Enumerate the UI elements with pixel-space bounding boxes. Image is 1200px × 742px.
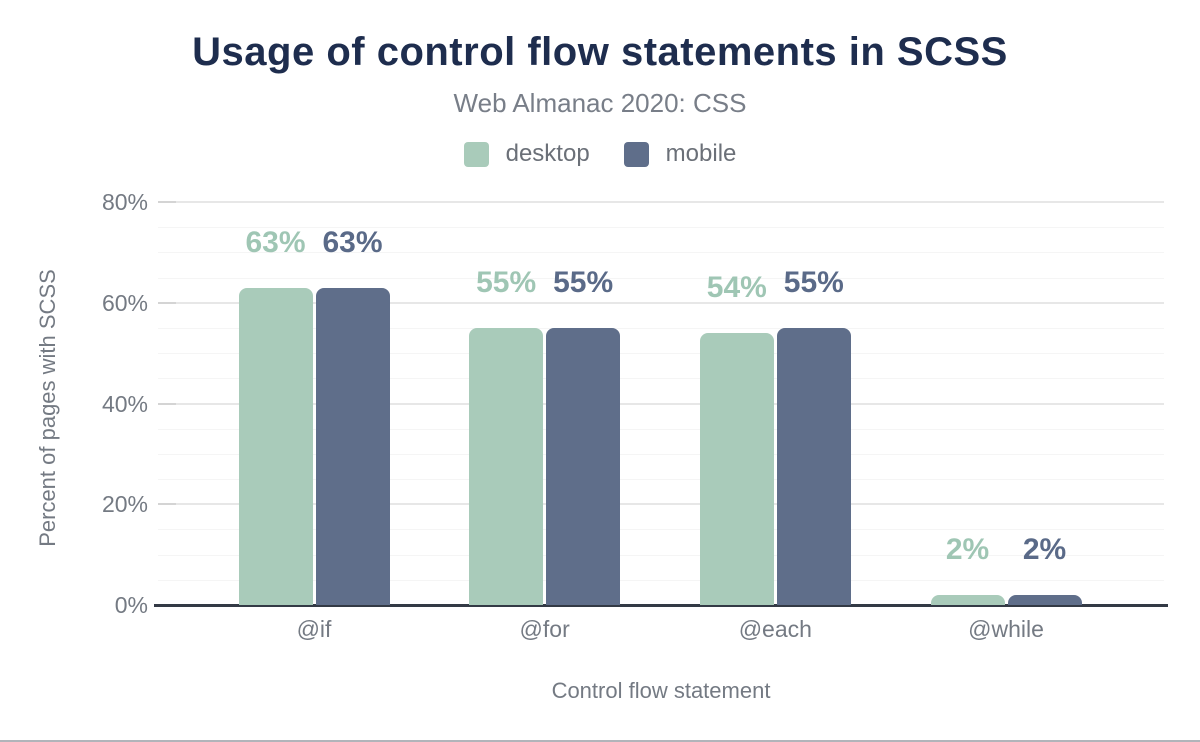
y-tick-mark	[158, 201, 176, 203]
chart-title: Usage of control flow statements in SCSS	[192, 30, 1008, 74]
legend-label: mobile	[665, 140, 737, 167]
x-axis-title: Control flow statement	[551, 678, 771, 703]
gridline-minor	[158, 453, 1164, 455]
bar-desktop-@if[interactable]	[238, 287, 313, 605]
gridline-major	[158, 301, 1164, 304]
gridline-major	[158, 201, 1164, 203]
gridline-minor	[158, 378, 1164, 380]
gridline-major	[158, 503, 1164, 506]
x-tick-label-@while: @while	[968, 616, 1044, 642]
x-tick-label-@if: @if	[296, 616, 332, 642]
gridline-minor	[158, 252, 1164, 254]
gridline-minor	[158, 428, 1164, 430]
gridline-minor	[158, 479, 1164, 481]
value-label-mobile-@while: 2%	[1022, 532, 1067, 566]
page-bottom-divider	[0, 740, 1200, 742]
value-label-desktop-@for: 55%	[476, 265, 537, 299]
y-tick-label: 0%	[114, 592, 148, 618]
bar-mobile-@each[interactable]	[776, 327, 851, 605]
gridline-major	[158, 402, 1164, 405]
chart-subtitle: Web Almanac 2020: CSS	[453, 88, 747, 118]
y-tick-label: 20%	[101, 491, 148, 518]
bar-mobile-@if[interactable]	[315, 287, 390, 605]
y-tick-mark	[158, 301, 176, 304]
gridline-minor	[158, 529, 1164, 531]
gridline-minor	[158, 227, 1164, 229]
gridline-minor	[158, 579, 1164, 581]
legend: desktop mobile	[0, 140, 1200, 168]
bar-mobile-@for[interactable]	[546, 327, 621, 605]
value-label-desktop-@each: 54%	[706, 270, 767, 304]
value-label-mobile-@if: 63%	[322, 225, 383, 259]
y-tick-mark	[158, 503, 176, 506]
legend-swatch-desktop	[463, 141, 489, 167]
x-tick-label-@for: @for	[519, 616, 570, 642]
legend-swatch-mobile	[623, 141, 649, 167]
gridline-minor	[158, 327, 1164, 329]
bar-desktop-@while[interactable]	[930, 594, 1005, 605]
bar-mobile-@while[interactable]	[1007, 594, 1082, 605]
value-label-mobile-@each: 55%	[783, 265, 844, 299]
bar-desktop-@for[interactable]	[469, 327, 544, 605]
y-tick-label: 60%	[101, 289, 148, 316]
y-tick-label: 80%	[101, 189, 148, 215]
value-label-desktop-@while: 2%	[945, 532, 990, 566]
x-tick-label-@each: @each	[738, 616, 812, 642]
gridline-minor	[158, 554, 1164, 556]
gridline-minor	[158, 277, 1164, 279]
legend-item-mobile: mobile	[623, 140, 737, 168]
x-axis-baseline	[154, 604, 1168, 607]
legend-item-desktop: desktop	[463, 140, 590, 168]
y-tick-mark	[158, 402, 176, 405]
gridline-minor	[158, 353, 1164, 355]
value-label-mobile-@for: 55%	[553, 265, 614, 299]
legend-label: desktop	[505, 140, 590, 167]
y-tick-label: 40%	[101, 390, 148, 417]
value-label-desktop-@if: 63%	[245, 225, 306, 259]
bar-desktop-@each[interactable]	[699, 332, 774, 605]
